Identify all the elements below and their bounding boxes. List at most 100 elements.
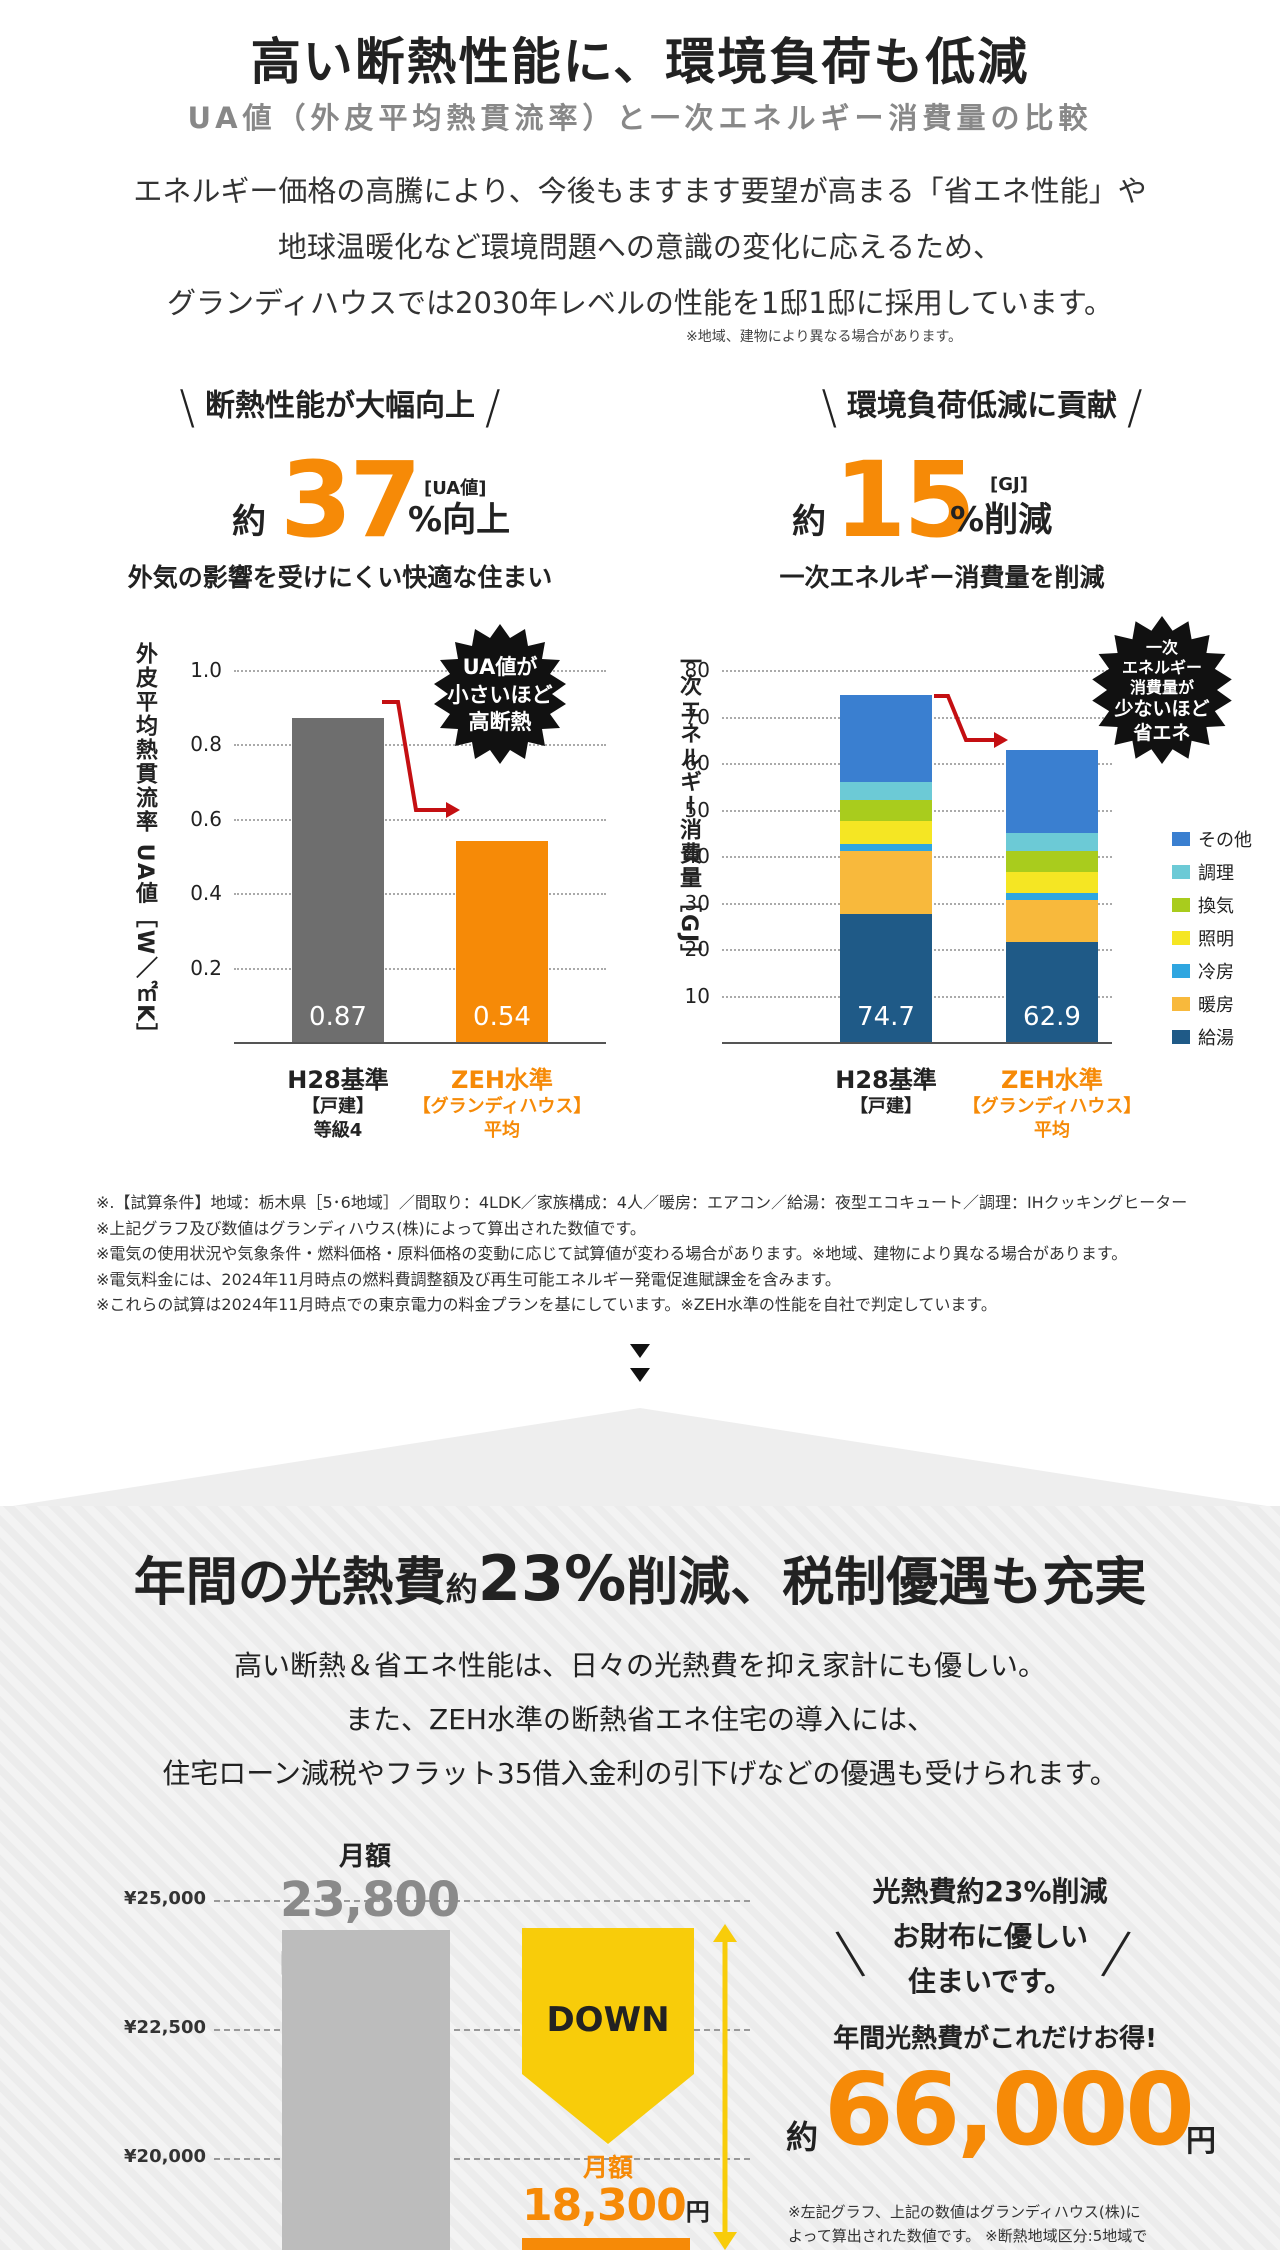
- intro-line-1: エネルギー価格の高騰により、今後もますます要望が高まる「省エネ性能」や: [133, 174, 1147, 208]
- energy-stack-h28: [840, 694, 932, 1042]
- callout-line-2: お財布に優しい: [891, 1919, 1088, 1953]
- feature-left-unit: %向上: [408, 500, 511, 540]
- burst-shape: [1092, 616, 1232, 764]
- feature-right-sub: 一次エネルギー消費量を削減: [779, 563, 1105, 592]
- ua-xlabel-h28-sub1: 【戸建】: [302, 1096, 374, 1117]
- cost-bar1-caption: 月額: [338, 1842, 391, 1872]
- energy-arrow: [934, 694, 1008, 748]
- cost-bar-zeh: [522, 2238, 690, 2250]
- legend-swatch: [1172, 898, 1190, 912]
- footnote: ※電気料金には、2024年11月時点の燃料費調整額及び再生可能エネルギー発電促進…: [96, 1269, 841, 1289]
- savings-note: ※左記グラフ、上記の数値はグランディハウス(株)に よって算出された数値です。 …: [788, 2200, 1188, 2248]
- cost-bar-h28: [282, 1930, 450, 2250]
- energy-segment-照明: [840, 821, 932, 845]
- legend-item: 給湯: [1172, 1024, 1234, 1050]
- ua-tick-label: 0.4: [190, 881, 222, 906]
- feature-left-number: 37: [280, 439, 422, 561]
- ua-xlabel-h28: H28基準 【戸建】 等級4: [258, 1060, 418, 1144]
- feature-left-heading: \ 断熱性能が大幅向上 /: [179, 380, 501, 434]
- ua-tick-label: 1.0: [190, 658, 222, 682]
- feature-right: \ 環境負荷低減に貢献 /: [732, 380, 1232, 434]
- energy-segment-暖房: [1006, 900, 1098, 943]
- legend-label: 換気: [1198, 896, 1234, 917]
- energy-segment-給湯: [840, 914, 932, 1042]
- feature-left: \ 断熱性能が大幅向上 /: [90, 380, 590, 434]
- legend-swatch: [1172, 931, 1190, 945]
- energy-tick-label: 10: [684, 983, 710, 1008]
- energy-segment-調理: [840, 781, 932, 801]
- legend-item: 調理: [1172, 859, 1234, 885]
- footnotes: ※.【試算条件】地域：栃木県［5･6地域］／間取り：4LDK／家族構成：4人／暖…: [96, 1190, 1187, 1318]
- cost-gridline: [214, 2029, 750, 2031]
- feature-right-prefix: 約: [792, 502, 826, 542]
- burst-shape: [434, 624, 566, 764]
- page-title: 高い断熱性能に、環境負荷も低減: [250, 33, 1030, 91]
- cost-tick: ¥25,000: [124, 1888, 206, 1909]
- energy-segment-暖房: [840, 851, 932, 915]
- ua-xlabel-h28-sub2: 等級4: [313, 1120, 363, 1142]
- savings-note-line: ※左記グラフ、上記の数値はグランディハウス(株)に: [788, 2203, 1141, 2221]
- feature-right-number: 15: [834, 439, 976, 561]
- section2-intro-2: また、ZEH水準の断熱省エネ住宅の導入には、: [345, 1703, 935, 1736]
- ua-bar-h28: 0.87: [292, 718, 384, 1042]
- section2-title-yaku: 約: [445, 1570, 478, 1608]
- energy-tick-label: 30: [684, 890, 710, 915]
- down-label: DOWN: [546, 2000, 670, 2040]
- section2-background: [0, 1506, 1280, 2250]
- feature-right-unit: %削減: [950, 500, 1053, 540]
- energy-stack-zeh: [1006, 749, 1098, 1042]
- legend-label: 冷房: [1198, 962, 1234, 983]
- energy-tick-label: 50: [684, 797, 710, 822]
- legend-label: その他: [1198, 830, 1252, 851]
- energy-xlabel-h28-sub1: 【戸建】: [850, 1096, 922, 1117]
- energy-burst-line-1: 一次: [1145, 638, 1178, 657]
- energy-burst-line-5: 省エネ: [1133, 721, 1191, 744]
- intro-note: ※地域、建物により異なる場合があります。: [686, 329, 963, 345]
- legend-item: その他: [1172, 826, 1252, 852]
- cost-gridline: [214, 2158, 750, 2160]
- page-subtitle: UA値（外皮平均熱貫流率）と一次エネルギー消費量の比較: [187, 101, 1093, 135]
- callout-line-3: 住まいです。: [907, 1964, 1073, 1998]
- legend-swatch: [1172, 964, 1190, 978]
- energy-burst: 一次 エネルギー 消費量が 少ないほど 省エネ: [1088, 616, 1236, 764]
- energy-xlabel-h28-main: H28基準: [835, 1066, 937, 1094]
- section2-title-a: 年間の光熱費: [133, 1553, 446, 1613]
- legend-swatch: [1172, 997, 1190, 1011]
- ua-gridline: [234, 744, 606, 747]
- legend-item: 暖房: [1172, 991, 1234, 1017]
- ua-chart-ylabel: 外皮平均熱貫流率 UA値［W／㎡K］: [132, 642, 157, 1048]
- section2-intro-1: 高い断熱＆省エネ性能は、日々の光熱費を抑え家計にも優しい。: [233, 1649, 1046, 1682]
- energy-segment-その他: [1006, 749, 1098, 833]
- legend-swatch: [1172, 865, 1190, 879]
- energy-xlabel-zeh-sub1: 【グランディハウス】: [962, 1096, 1142, 1117]
- footnote: ※これらの試算は2024年11月時点での東京電力の料金プランを基にしています。※…: [96, 1295, 997, 1315]
- legend-swatch: [1172, 1030, 1190, 1044]
- energy-segment-給湯: [1006, 942, 1098, 1042]
- ua-gridline: [234, 818, 606, 821]
- energy-tick-label: 40: [684, 844, 710, 868]
- ua-xlabel-zeh: ZEH水準 【グランディハウス】 平均: [402, 1060, 602, 1144]
- energy-burst-line-3: 消費量が: [1129, 678, 1194, 697]
- cost-gridline: [214, 1900, 750, 1902]
- energy-xlabel-zeh: ZEH水準 【グランディハウス】 平均: [952, 1060, 1152, 1144]
- footnote: ※上記グラフ及び数値はグランディハウス(株)によって算出された数値です。: [96, 1218, 646, 1238]
- ua-xlabel-zeh-sub1: 【グランディハウス】: [412, 1096, 592, 1117]
- energy-segment-冷房: [1006, 893, 1098, 901]
- energy-tick-label: 20: [684, 937, 710, 961]
- savings-unit: 円: [1186, 2124, 1216, 2159]
- ua-chart-baseline: [234, 1042, 606, 1044]
- energy-xlabel-h28: H28基準 【戸建】: [806, 1060, 966, 1119]
- ua-burst-line-1: UA値が: [462, 655, 538, 679]
- legend-item: 照明: [1172, 925, 1234, 951]
- energy-chart-baseline: [722, 1042, 1112, 1044]
- intro-line-3: グランディハウスでは2030年レベルの性能を1邸1邸に採用しています。: [167, 286, 1113, 320]
- feature-right-heading: \ 環境負荷低減に貢献 /: [821, 380, 1143, 434]
- section2-title: 年間の光熱費約23%削減、税制優遇も充実: [0, 1540, 1280, 1615]
- legend-item: 換気: [1172, 892, 1234, 918]
- ua-gridline: [234, 893, 606, 896]
- intro-line-2: 地球温暖化など環境問題への意識の変化に応えるため、: [277, 230, 1003, 264]
- callout-line-1: 光熱費約23%削減: [872, 1875, 1108, 1908]
- energy-xlabel-zeh-main: ZEH水準: [1001, 1066, 1103, 1094]
- ua-gridline: [234, 670, 606, 672]
- energy-segment-換気: [840, 800, 932, 822]
